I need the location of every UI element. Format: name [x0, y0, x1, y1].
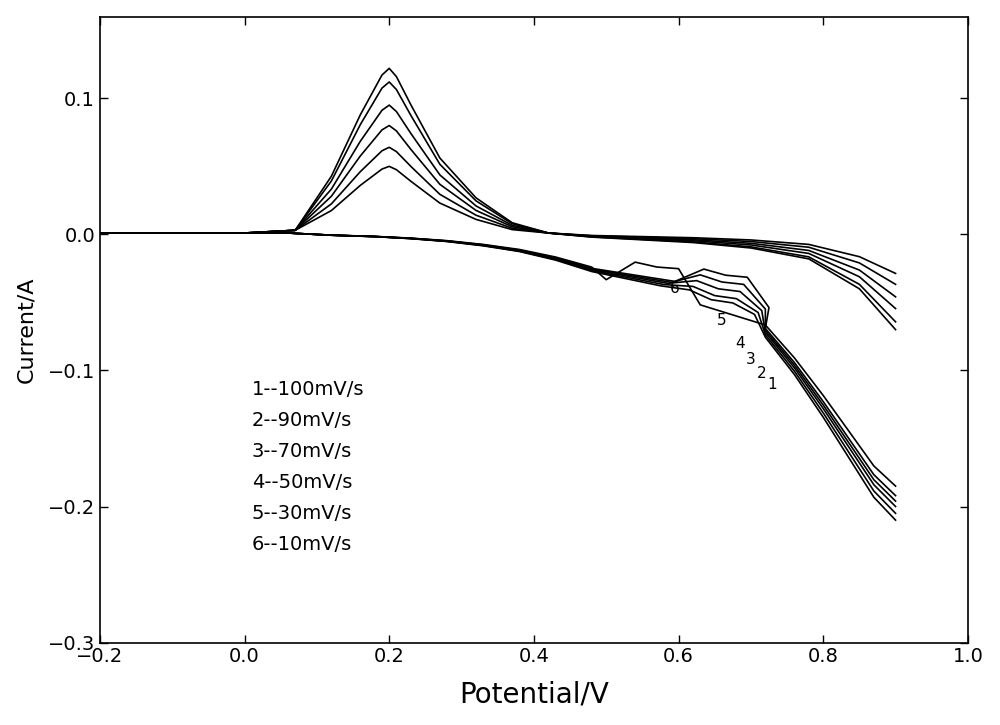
Y-axis label: Current/A: Current/A — [17, 276, 37, 383]
Text: 2: 2 — [757, 365, 767, 381]
Text: 6: 6 — [670, 281, 680, 297]
Text: 1: 1 — [768, 376, 777, 392]
Text: 4: 4 — [735, 336, 745, 351]
Text: 3: 3 — [746, 352, 756, 367]
Text: 1--100mV/s
2--90mV/s
3--70mV/s
4--50mV/s
5--30mV/s
6--10mV/s: 1--100mV/s 2--90mV/s 3--70mV/s 4--50mV/s… — [252, 380, 364, 554]
X-axis label: Potential/V: Potential/V — [459, 680, 609, 708]
Text: 5: 5 — [717, 312, 727, 328]
